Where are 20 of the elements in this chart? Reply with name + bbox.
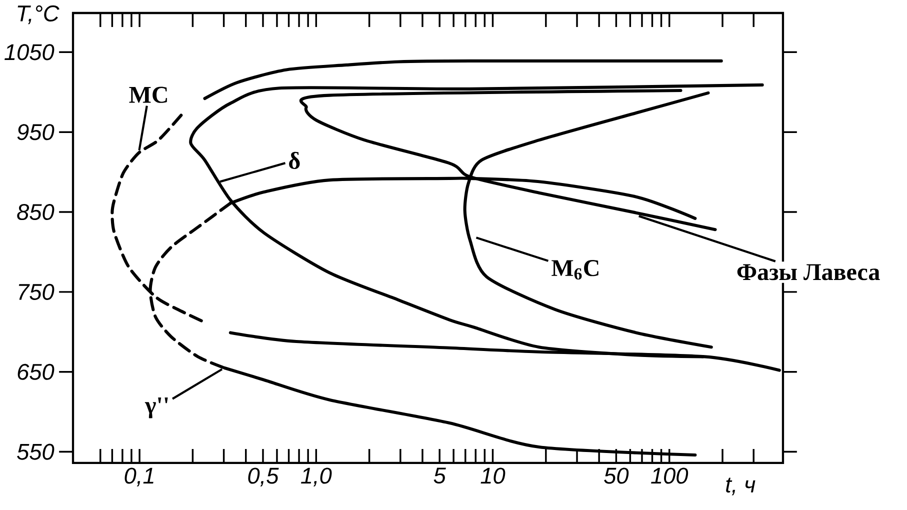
x-tick-label: 50 xyxy=(604,468,629,484)
x-axis-title: t, ч xyxy=(726,478,756,496)
y-tick-label: 750 xyxy=(18,284,54,300)
x-tick-label: 0,5 xyxy=(248,468,279,486)
x-tick-label: 5 xyxy=(434,468,446,484)
y-tick-label: 950 xyxy=(17,124,54,140)
x-tick-label: 1,0 xyxy=(300,468,332,486)
y-tick-label: 650 xyxy=(18,364,54,380)
annotation: δ xyxy=(289,152,300,170)
x-tick-label: 0,1 xyxy=(124,468,154,486)
y-tick-label: 850 xyxy=(17,204,54,220)
x-tick-label: 100 xyxy=(651,468,688,484)
y-tick-label: 1050 xyxy=(4,44,54,60)
annotation: γ'' xyxy=(144,397,168,418)
y-tick-label: 550 xyxy=(17,444,54,460)
annotation: Фазы Лавеса xyxy=(737,264,880,280)
annotation: MC xyxy=(129,86,167,103)
annotation: M$_{6}$C xyxy=(552,260,598,280)
x-tick-label: 10 xyxy=(480,468,506,484)
y-axis-title: T,°C xyxy=(18,5,60,24)
